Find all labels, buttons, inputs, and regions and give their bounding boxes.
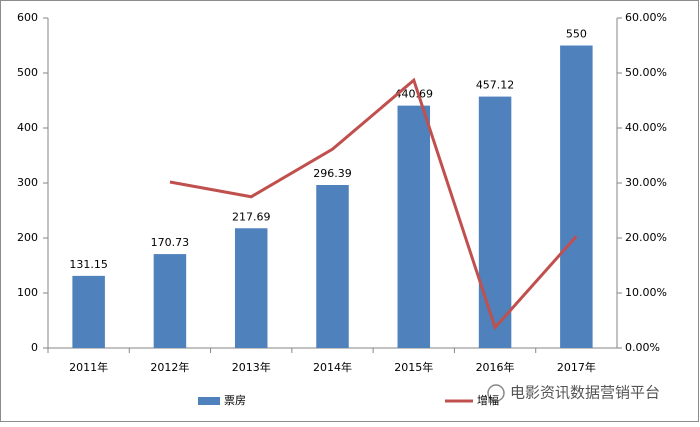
bar xyxy=(316,184,349,348)
y2-tick-label: 40.00% xyxy=(625,121,667,134)
watermark: 电影资讯数据营销平台 xyxy=(510,384,660,402)
bar-value-label: 457.12 xyxy=(476,79,515,92)
y-tick-label: 400 xyxy=(17,121,38,134)
y-tick-label: 200 xyxy=(17,231,38,244)
y-tick-label: 300 xyxy=(17,176,38,189)
x-tick-label: 2016年 xyxy=(476,360,515,374)
y-tick-label: 500 xyxy=(17,66,38,79)
bar-value-label: 217.69 xyxy=(232,210,271,223)
bar xyxy=(397,105,431,348)
x-tick-label: 2017年 xyxy=(557,360,596,374)
watermark-icon xyxy=(487,384,505,402)
y-tick-label: 100 xyxy=(17,286,38,299)
y2-tick-label: 60.00% xyxy=(625,11,667,24)
bar xyxy=(234,228,268,348)
bar xyxy=(560,45,593,348)
legend-label: 增幅 xyxy=(477,393,499,407)
x-tick-label: 2015年 xyxy=(394,360,433,374)
x-tick-label: 2014年 xyxy=(313,360,352,374)
bar-value-label: 440.69 xyxy=(395,88,434,101)
y2-tick-label: 30.00% xyxy=(625,176,667,189)
legend-label: 票房 xyxy=(224,394,246,407)
x-tick-label: 2013年 xyxy=(232,360,271,374)
bar xyxy=(72,275,105,348)
bar-value-label: 550 xyxy=(566,28,587,41)
bar-value-label: 296.39 xyxy=(313,167,352,180)
bar xyxy=(153,254,187,348)
y-tick-label: 600 xyxy=(17,11,38,24)
bar-value-label: 131.15 xyxy=(69,258,108,271)
x-tick-label: 2011年 xyxy=(69,360,108,374)
x-tick-label: 2012年 xyxy=(150,360,189,374)
line-series xyxy=(169,77,578,331)
y-tick-label: 0 xyxy=(31,341,38,354)
y2-tick-label: 10.00% xyxy=(625,286,667,299)
y2-tick-label: 20.00% xyxy=(625,231,667,244)
legend-swatch xyxy=(198,397,220,405)
bar-value-label: 170.73 xyxy=(151,236,190,249)
y2-tick-label: 0.00% xyxy=(625,341,660,354)
y2-tick-label: 50.00% xyxy=(625,66,667,79)
bar xyxy=(478,96,512,348)
